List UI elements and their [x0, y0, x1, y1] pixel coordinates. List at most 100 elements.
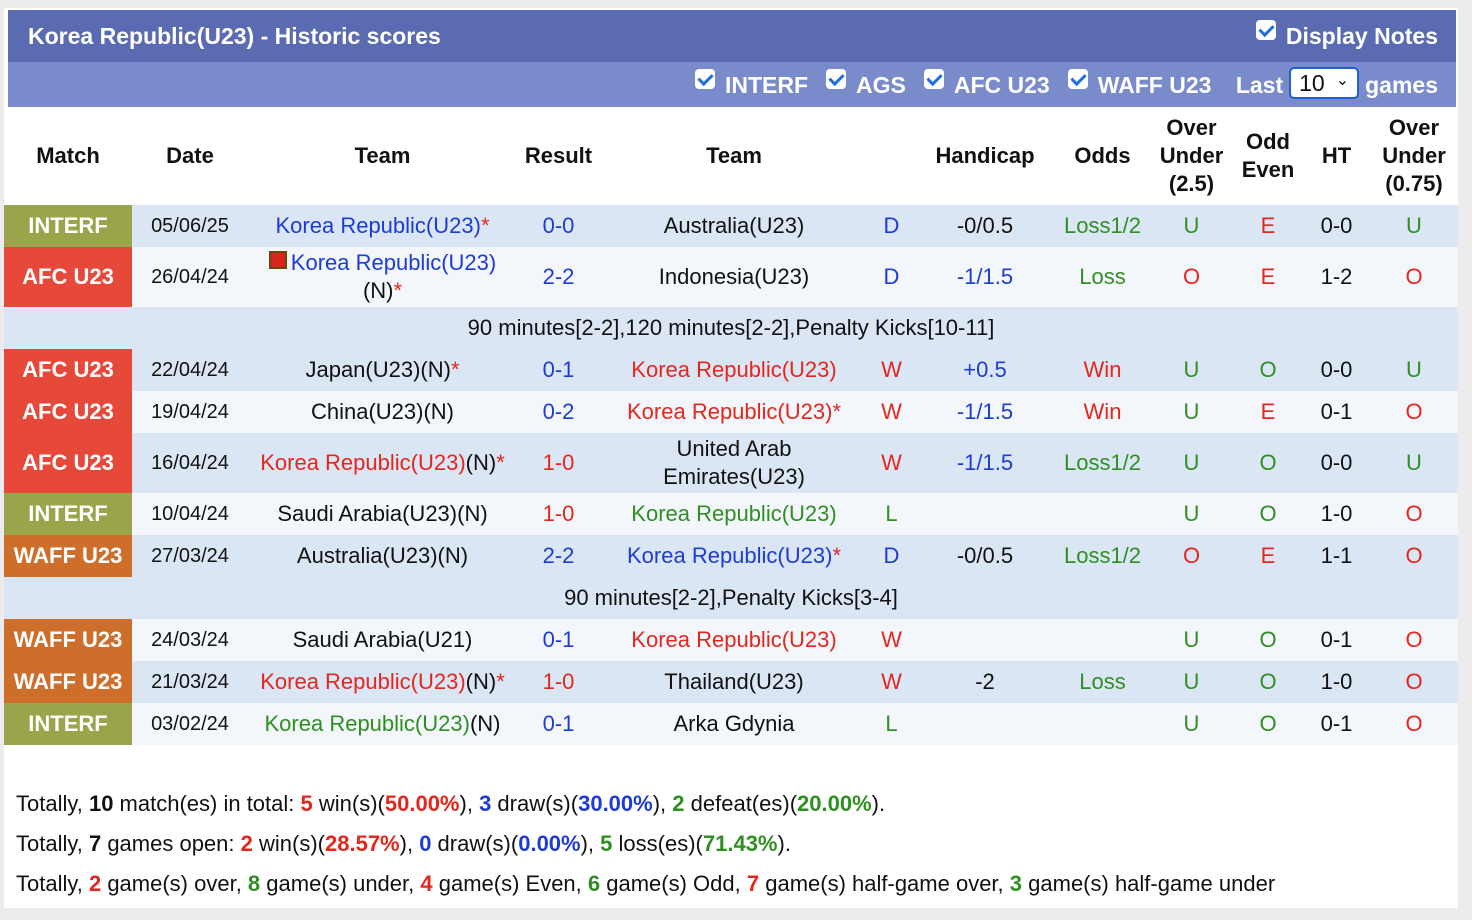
- cell-text: 2-2: [542, 543, 575, 568]
- summary-text: ),: [652, 791, 673, 816]
- cell: -2: [915, 661, 1055, 703]
- team-cell: Australia(U23)(N): [248, 535, 517, 577]
- team-cell: Korea Republic(U23)*: [600, 535, 868, 577]
- summary-text: Totally,: [16, 791, 89, 816]
- team-name: China(U23)(N): [310, 399, 455, 424]
- team-cell: Korea Republic(U23): [600, 619, 868, 661]
- cell-text: O: [1405, 627, 1423, 652]
- cell: U: [1370, 433, 1458, 493]
- games-value: 10: [1299, 70, 1325, 96]
- cell: W: [868, 349, 915, 391]
- column-header: Odds: [1055, 107, 1150, 205]
- column-header: Date: [132, 107, 248, 205]
- team-name: *: [393, 278, 403, 303]
- cell-text: 1-0: [1320, 669, 1353, 694]
- cell-text: 1-0: [1320, 501, 1353, 526]
- cell: W: [868, 433, 915, 493]
- filters: INTERF AGS AFC U23 WAFF U23 Last 10 ⌄ games: [694, 67, 1438, 101]
- cell: Win: [1055, 349, 1150, 391]
- cell-text: 0-1: [1320, 627, 1353, 652]
- team-name: Saudi Arabia(U23)(N): [277, 501, 488, 526]
- match-type: AFC U23: [22, 399, 114, 424]
- summary-text: game(s) half-game over,: [759, 871, 1010, 896]
- cell: O: [1233, 661, 1303, 703]
- cell: U: [1150, 205, 1233, 247]
- summary-text: draw(s)(: [491, 791, 579, 816]
- last-label: Last: [1235, 72, 1284, 98]
- summary-text: win(s)(: [312, 791, 385, 816]
- checkbox[interactable]: [826, 69, 846, 89]
- cell: Loss1/2: [1055, 433, 1150, 493]
- cell: O: [1233, 619, 1303, 661]
- column-header-text: Under: [1159, 143, 1224, 168]
- cell: 1-2: [1303, 247, 1370, 307]
- team-name: Saudi Arabia(U21): [292, 627, 473, 652]
- cell: Loss1/2: [1055, 205, 1150, 247]
- cell-text: O: [1259, 627, 1277, 652]
- cell: [1055, 493, 1150, 535]
- filter[interactable]: AFC U23: [923, 69, 1050, 98]
- team-name: Korea Republic(U23): [627, 399, 833, 424]
- filter[interactable]: INTERF: [694, 69, 808, 98]
- cell: -1/1.5: [915, 391, 1055, 433]
- filter[interactable]: AGS: [826, 69, 906, 98]
- column-header: Match: [4, 107, 132, 205]
- match-type: WAFF U23: [13, 669, 123, 694]
- date-cell: 05/06/25: [132, 205, 248, 247]
- team-name: Korea Republic(U23): [631, 357, 837, 382]
- team-name: Thailand(U23): [664, 669, 804, 694]
- filter-label: AFC U23: [953, 72, 1050, 98]
- scores-table: Match Date Team Result Team Handicap Odds Over U…: [4, 107, 1458, 745]
- cell-text: O: [1259, 450, 1277, 475]
- date: 22/04/24: [151, 359, 229, 381]
- cell-text: +0.5: [963, 357, 1007, 382]
- cell-text: 0-1: [542, 627, 575, 652]
- checkbox[interactable]: [923, 69, 944, 89]
- cell: U: [1150, 349, 1233, 391]
- team-name: Korea Republic(U23): [290, 250, 497, 275]
- cell: O: [1370, 247, 1458, 307]
- cell-text: O: [1259, 669, 1277, 694]
- match-row: AFC U23 26/04/24 Korea Republic(U23) (N)* 2-…: [4, 247, 1458, 307]
- cell: Loss: [1055, 661, 1150, 703]
- team-name: Australia(U23)(N): [296, 543, 469, 568]
- filter-label: INTERF: [724, 72, 808, 98]
- summary-text: 28.57%: [325, 831, 400, 856]
- cell: O: [1370, 661, 1458, 703]
- date-cell: 16/04/24: [132, 433, 248, 493]
- cell: O: [1370, 535, 1458, 577]
- column-header: Team: [600, 107, 868, 205]
- cell-text: W: [881, 450, 902, 475]
- checkbox[interactable]: [694, 69, 715, 89]
- cell-text: U: [1183, 501, 1200, 526]
- match-row: AFC U23 22/04/24 Japan(U23)(N)* 0-1 Korea Re…: [4, 349, 1458, 391]
- team-cell: China(U23)(N): [248, 391, 517, 433]
- summary-text: win(s)(: [252, 831, 325, 856]
- display-notes[interactable]: Display Notes: [1255, 20, 1438, 50]
- team-name: *: [496, 669, 505, 694]
- date-cell: 24/03/24: [132, 619, 248, 661]
- checkbox[interactable]: [1067, 69, 1088, 89]
- cell: -1/1.5: [915, 433, 1055, 493]
- cell-text: Loss1/2: [1063, 213, 1142, 238]
- column-header: HT: [1303, 107, 1370, 205]
- cell-text: 0-0: [1320, 357, 1353, 382]
- match-row: WAFF U23 27/03/24 Australia(U23)(N) 2-2 Kore…: [4, 535, 1458, 577]
- cell-text: -2: [975, 669, 995, 694]
- cell-text: 1-0: [542, 669, 575, 694]
- cell-text: E: [1260, 264, 1276, 289]
- column-header-text: (2.5): [1168, 171, 1215, 196]
- cell-text: 0-1: [542, 711, 575, 736]
- cell: 0-1: [1303, 619, 1370, 661]
- cell-text: -1/1.5: [956, 399, 1014, 424]
- title: Korea Republic(U23) - Historic scores: [28, 23, 441, 49]
- team-cell: Korea Republic(U23)(N)*: [248, 433, 517, 493]
- cell-text: Loss: [1079, 264, 1126, 289]
- team-cell: Korea Republic(U23)*: [600, 391, 868, 433]
- cell: 1-0: [517, 661, 600, 703]
- team-name: (N): [469, 711, 501, 736]
- cell-text: O: [1405, 399, 1423, 424]
- cell: [915, 619, 1055, 661]
- filter[interactable]: WAFF U23: [1067, 69, 1211, 98]
- games-select[interactable]: 10 ⌄: [1289, 67, 1360, 99]
